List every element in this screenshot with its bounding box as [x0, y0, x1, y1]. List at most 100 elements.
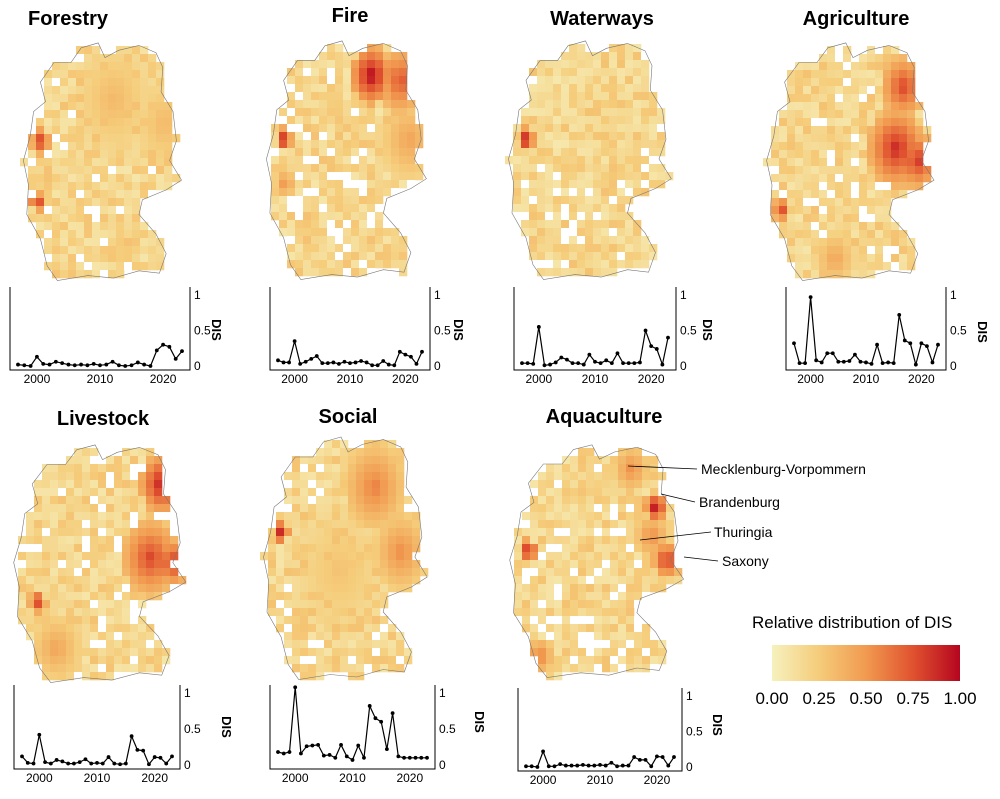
data-point — [925, 344, 929, 349]
x-tick-label: 2010 — [853, 372, 880, 386]
data-point — [123, 364, 128, 368]
data-point — [180, 349, 184, 353]
data-point — [569, 763, 574, 768]
panel-title: Livestock — [57, 408, 150, 430]
data-point — [655, 754, 659, 759]
time-series-plot: 2000 2010 2020 0 0.5 1 DIS — [785, 287, 990, 386]
data-point — [649, 344, 654, 349]
data-point — [331, 360, 336, 365]
data-point — [20, 754, 24, 759]
data-point — [54, 758, 59, 762]
data-point — [325, 361, 330, 366]
data-point — [632, 755, 637, 759]
x-tick-label: 2000 — [24, 372, 51, 386]
data-point — [587, 352, 592, 357]
data-point — [53, 359, 58, 364]
data-point — [142, 362, 147, 367]
data-point — [298, 361, 303, 366]
data-point — [570, 361, 575, 366]
data-point — [666, 335, 670, 340]
series-line — [522, 326, 669, 367]
y-tick-label: 0 — [950, 359, 957, 373]
data-point — [89, 761, 94, 766]
data-point — [615, 764, 619, 769]
data-point — [649, 764, 654, 769]
panel-social: Social 2000 2010 2020 0 0.5 1 DIS — [260, 406, 487, 785]
data-point — [520, 361, 524, 366]
data-point — [386, 362, 391, 367]
legend-tick-3: 0.75 — [896, 689, 929, 708]
data-point — [660, 755, 665, 759]
data-point — [281, 360, 286, 365]
data-point — [316, 742, 321, 747]
x-tick-label: 2020 — [141, 771, 168, 785]
time-series-plot: 2000 2010 2020 0 0.5 1 DIS — [269, 685, 487, 785]
annotation-mecklenburg: Mecklenburg-Vorpommern — [701, 461, 866, 477]
data-point — [287, 360, 291, 365]
panel-livestock: Livestock 2000 2010 2020 0 0.5 1 DIS — [13, 408, 234, 785]
data-point — [293, 685, 298, 690]
panel-aquaculture: Aquaculture 2000 2010 2020 0 0.5 1 DIS — [509, 406, 725, 787]
choropleth-map — [13, 444, 187, 683]
panel-title: Waterways — [550, 8, 654, 30]
data-point — [609, 361, 614, 366]
data-point — [536, 325, 541, 329]
data-point — [281, 751, 286, 756]
time-series-plot: 2000 2010 2020 0 0.5 1 DIS — [9, 287, 224, 386]
data-point — [936, 342, 940, 347]
data-point — [161, 342, 165, 347]
data-point — [397, 349, 402, 354]
y-tick-label: 0.5 — [194, 324, 211, 338]
data-point — [303, 359, 308, 364]
y-axis-label: DIS — [710, 714, 725, 736]
annotation-brandenburg: Brandenburg — [699, 494, 780, 510]
data-point — [414, 361, 419, 366]
time-series-plot: 2000 2010 2020 0 0.5 1 DIS — [269, 287, 466, 386]
data-point — [35, 354, 39, 359]
data-point — [339, 742, 343, 747]
data-point — [129, 363, 134, 368]
data-point — [609, 760, 614, 765]
x-tick-label: 2000 — [282, 771, 309, 785]
data-point — [364, 360, 369, 365]
region-annotations: Mecklenburg-Vorpommern Brandenburg Thuri… — [627, 461, 866, 569]
data-point — [402, 755, 406, 760]
data-point — [60, 361, 65, 366]
data-point — [660, 362, 665, 367]
data-point — [638, 360, 642, 365]
data-point — [25, 760, 30, 765]
series-line — [793, 297, 939, 367]
data-point — [91, 361, 96, 366]
data-point — [72, 761, 76, 766]
data-point — [531, 361, 536, 366]
plot-axes — [517, 688, 683, 772]
data-point — [22, 363, 27, 368]
panel-title: Social — [319, 406, 378, 428]
data-point — [581, 762, 585, 767]
x-tick-label: 2010 — [339, 771, 366, 785]
data-point — [98, 363, 102, 368]
data-point — [558, 762, 563, 767]
data-point — [626, 763, 631, 768]
annotation-saxony: Saxony — [722, 553, 769, 569]
choropleth-map — [263, 40, 427, 280]
y-tick-label: 1 — [434, 288, 441, 302]
data-point — [373, 716, 378, 721]
data-point — [147, 762, 151, 767]
panel-title: Fire — [332, 5, 369, 27]
data-point — [615, 351, 620, 356]
data-point — [367, 704, 372, 708]
data-point — [66, 761, 71, 766]
data-point — [869, 361, 874, 366]
data-point — [320, 361, 325, 366]
data-point — [106, 755, 111, 759]
legend-tick-0: 0.00 — [755, 689, 788, 708]
y-tick-label: 0 — [434, 359, 441, 373]
panel-fire: Fire 2000 2010 2020 0 0.5 1 DIS — [263, 5, 466, 386]
data-point — [836, 359, 841, 364]
data-point — [643, 328, 648, 333]
data-point — [541, 749, 545, 754]
y-tick-label: 0 — [680, 359, 687, 373]
data-point — [409, 354, 413, 359]
